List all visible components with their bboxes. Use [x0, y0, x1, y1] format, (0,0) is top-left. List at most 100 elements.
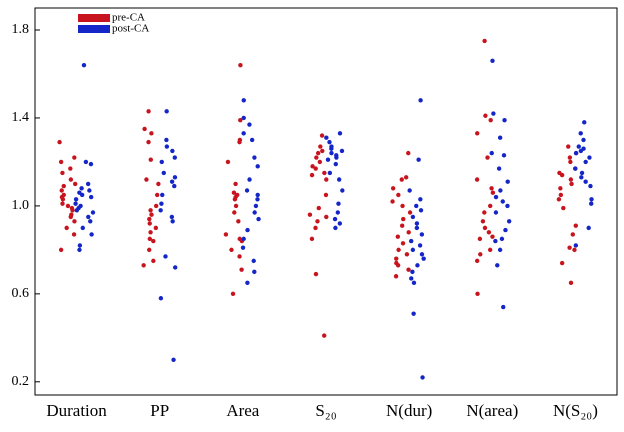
data-point: [393, 274, 399, 279]
data-point: [74, 208, 80, 213]
data-point: [72, 181, 78, 187]
data-point: [315, 150, 321, 156]
data-point: [148, 157, 153, 162]
data-point: [394, 256, 399, 261]
data-point: [570, 232, 575, 237]
data-point: [256, 216, 261, 222]
data-point: [324, 214, 329, 220]
data-point: [68, 166, 73, 171]
data-point: [68, 214, 73, 220]
data-point: [323, 192, 329, 198]
data-point: [573, 150, 579, 156]
data-point: [400, 241, 406, 246]
data-point: [252, 269, 257, 275]
data-point: [164, 137, 169, 143]
data-point: [418, 197, 423, 202]
data-point: [408, 238, 414, 244]
data-point: [561, 205, 566, 211]
data-point: [559, 260, 565, 266]
data-point: [57, 139, 62, 145]
data-point: [339, 148, 345, 154]
data-point: [142, 126, 147, 132]
data-point: [236, 219, 241, 224]
data-point: [399, 177, 404, 182]
data-point: [316, 205, 321, 211]
data-point: [327, 139, 332, 145]
data-point: [324, 135, 329, 140]
data-point: [406, 150, 411, 156]
x-tick-label: Duration: [46, 401, 107, 420]
data-point: [88, 161, 94, 167]
data-point: [70, 208, 75, 213]
data-point: [156, 181, 161, 187]
data-point: [255, 164, 260, 169]
y-tick-label: 0.2: [12, 374, 30, 389]
data-point: [480, 219, 486, 224]
data-point: [160, 192, 165, 198]
data-point: [169, 214, 175, 220]
data-point: [485, 155, 490, 160]
data-point: [395, 263, 401, 268]
data-point: [400, 203, 405, 209]
data-point: [588, 183, 593, 189]
data-point: [410, 247, 416, 253]
data-point: [493, 238, 498, 244]
data-point: [252, 155, 257, 160]
data-point: [237, 254, 242, 259]
data-point: [64, 225, 69, 231]
data-point: [77, 243, 83, 248]
data-point: [164, 109, 169, 114]
data-point: [149, 131, 154, 136]
data-point: [241, 98, 246, 103]
data-point: [154, 192, 160, 198]
data-point: [81, 62, 87, 68]
y-tick-label: 0.6: [12, 286, 30, 301]
data-point: [322, 333, 327, 338]
data-point: [171, 357, 176, 363]
data-point: [153, 203, 159, 209]
data-point: [500, 199, 505, 204]
data-point: [147, 236, 153, 242]
data-point: [396, 192, 401, 198]
data-point: [395, 234, 401, 239]
data-point: [579, 175, 584, 180]
data-point: [493, 194, 499, 200]
legend-swatch: [78, 14, 110, 22]
data-point: [414, 221, 420, 226]
data-point: [390, 199, 395, 204]
data-point: [419, 232, 425, 237]
y-tick-label: 1.4: [12, 110, 30, 125]
data-point: [568, 159, 573, 165]
data-point: [417, 243, 423, 248]
data-point: [497, 247, 503, 253]
data-point: [409, 276, 414, 281]
x-tick-label: N(area): [466, 401, 518, 420]
data-point: [491, 111, 496, 116]
data-point: [332, 216, 338, 222]
data-point: [416, 157, 421, 162]
data-point: [399, 223, 405, 228]
data-point: [482, 38, 487, 44]
data-point: [411, 280, 417, 286]
data-point: [586, 225, 591, 231]
data-point: [233, 181, 238, 187]
data-point: [314, 155, 319, 160]
data-point: [240, 245, 246, 250]
data-point: [149, 212, 154, 217]
data-point: [170, 148, 175, 154]
data-point: [418, 208, 424, 213]
data-point: [486, 230, 492, 235]
data-point: [496, 166, 502, 171]
x-tick-label: N(dur): [386, 401, 432, 420]
data-point: [90, 210, 96, 215]
data-point: [322, 170, 327, 176]
data-point: [589, 197, 594, 202]
data-point: [403, 175, 409, 180]
data-point: [232, 210, 237, 215]
data-point: [313, 225, 318, 231]
data-point: [147, 221, 152, 226]
x-tick-label: N(S₂₀): [553, 401, 598, 420]
data-point: [493, 210, 499, 215]
data-point: [253, 203, 259, 209]
